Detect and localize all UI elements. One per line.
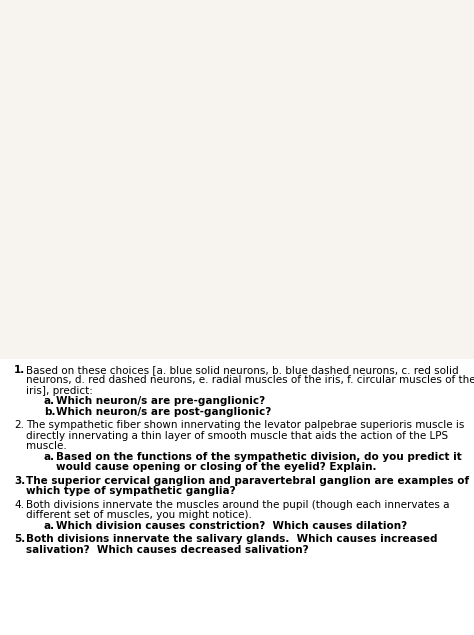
Text: a.: a. bbox=[44, 521, 55, 531]
Text: a.: a. bbox=[44, 451, 55, 462]
Text: Both divisions innervate the salivary glands.  Which causes increased: Both divisions innervate the salivary gl… bbox=[26, 534, 438, 544]
Text: Both divisions innervate the muscles around the pupil (though each innervates a: Both divisions innervate the muscles aro… bbox=[26, 500, 449, 510]
Text: which type of sympathetic ganglia?: which type of sympathetic ganglia? bbox=[26, 486, 236, 497]
Text: a.: a. bbox=[44, 396, 55, 406]
Text: different set of muscles, you might notice).: different set of muscles, you might noti… bbox=[26, 511, 252, 520]
Text: iris], predict:: iris], predict: bbox=[26, 386, 93, 396]
Text: would cause opening or closing of the eyelid? Explain.: would cause opening or closing of the ey… bbox=[56, 462, 376, 472]
Text: Which neuron/s are pre-ganglionic?: Which neuron/s are pre-ganglionic? bbox=[56, 396, 265, 406]
Text: Based on these choices [a. blue solid neurons, b. blue dashed neurons, c. red so: Based on these choices [a. blue solid ne… bbox=[26, 364, 459, 375]
Text: 3.: 3. bbox=[14, 476, 25, 486]
Text: muscle.: muscle. bbox=[26, 441, 67, 451]
Text: Which division causes constriction?  Which causes dilation?: Which division causes constriction? Whic… bbox=[56, 521, 407, 531]
Text: 2.: 2. bbox=[14, 420, 24, 431]
Text: 1.: 1. bbox=[14, 364, 25, 375]
Text: 4.: 4. bbox=[14, 500, 24, 510]
Text: The sympathetic fiber shown innervating the levator palpebrae superioris muscle : The sympathetic fiber shown innervating … bbox=[26, 420, 465, 431]
Text: Which neuron/s are post-ganglionic?: Which neuron/s are post-ganglionic? bbox=[56, 407, 271, 417]
Bar bbox=[0, 0, 474, 359]
Text: neurons, d. red dashed neurons, e. radial muscles of the iris, f. circular muscl: neurons, d. red dashed neurons, e. radia… bbox=[26, 375, 474, 385]
Text: 5.: 5. bbox=[14, 534, 25, 544]
Text: salivation?  Which causes decreased salivation?: salivation? Which causes decreased saliv… bbox=[26, 545, 309, 555]
Text: b.: b. bbox=[44, 407, 55, 417]
Text: Based on the functions of the sympathetic division, do you predict it: Based on the functions of the sympatheti… bbox=[56, 451, 462, 462]
Text: directly innervating a thin layer of smooth muscle that aids the action of the L: directly innervating a thin layer of smo… bbox=[26, 431, 448, 441]
Text: The superior cervical ganglion and paravertebral ganglion are examples of: The superior cervical ganglion and parav… bbox=[26, 476, 469, 486]
